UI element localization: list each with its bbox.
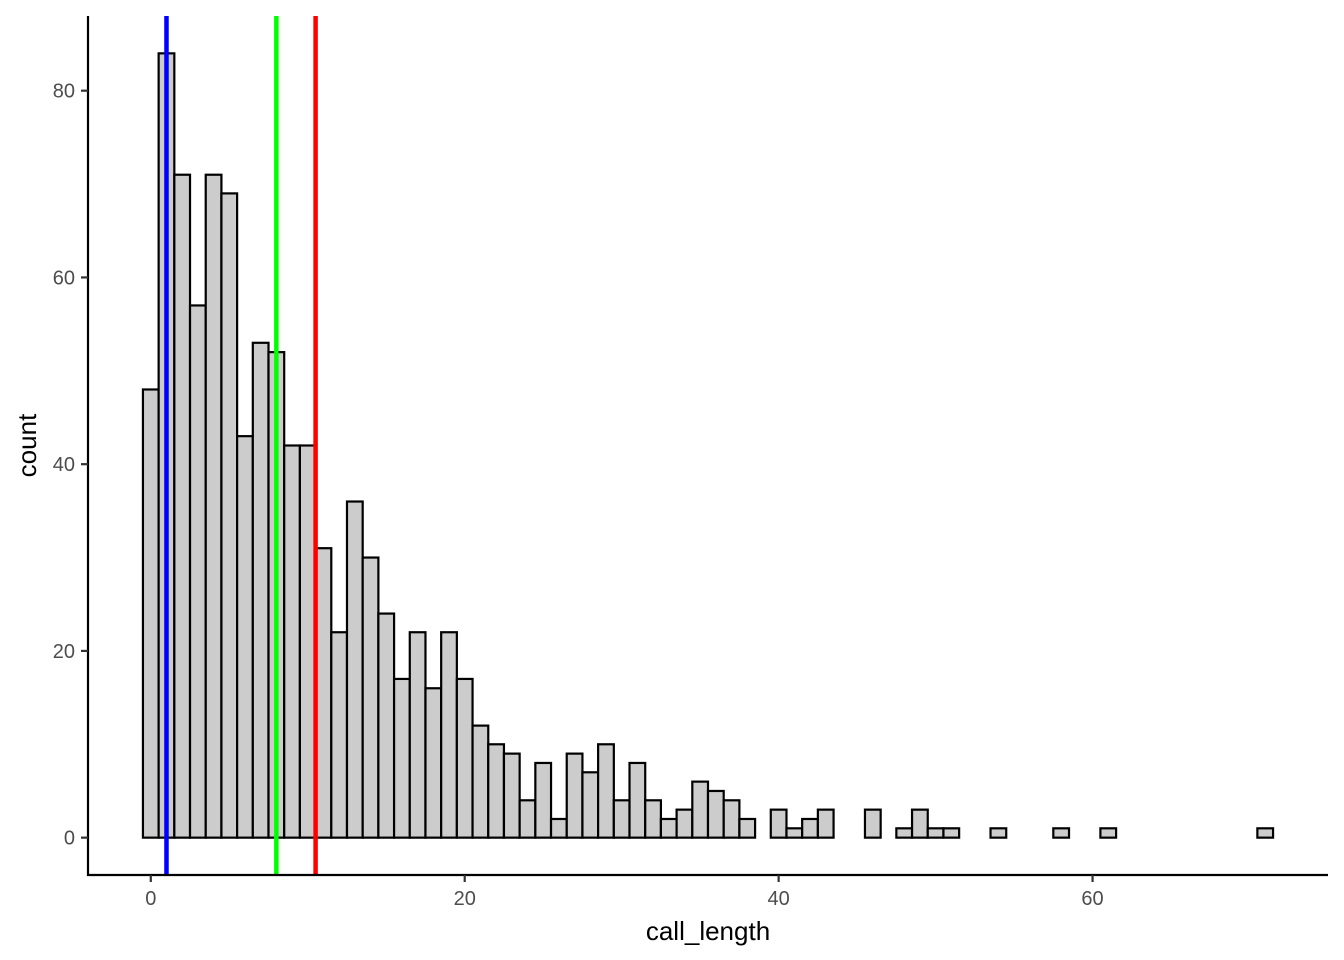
histogram-bar-0 <box>141 388 160 839</box>
histogram-bar-4 <box>204 173 223 839</box>
histogram-bar-10 <box>298 444 317 839</box>
y-tick-label-0: 0 <box>64 828 75 850</box>
histogram-bar-28 <box>581 771 600 839</box>
histogram-bar-33 <box>659 817 678 839</box>
y-tick-label-40: 40 <box>53 454 75 476</box>
histogram-bar-36 <box>706 789 725 839</box>
y-axis-ticks: 0 20 40 60 80 <box>53 81 88 850</box>
histogram-bar-48 <box>895 827 914 839</box>
histogram-bar-7 <box>251 341 270 839</box>
histogram-bar-20 <box>455 677 474 839</box>
histogram-bar-16 <box>392 677 411 839</box>
histogram-bar-22 <box>487 743 506 839</box>
histogram-bar-14 <box>361 556 380 839</box>
y-axis-title: count <box>12 413 42 477</box>
histogram-bar-31 <box>628 761 647 839</box>
histogram-bar-23 <box>502 752 521 839</box>
histogram-bar-27 <box>565 752 584 839</box>
histogram-bar-26 <box>549 817 568 839</box>
x-tick-label-40: 40 <box>768 888 790 910</box>
histogram-bar-46 <box>863 808 882 839</box>
histogram-bar-15 <box>377 612 396 839</box>
x-axis-ticks: 0 20 40 60 <box>145 875 1104 910</box>
histogram-bar-35 <box>691 780 710 839</box>
histogram-bar-49 <box>910 808 929 839</box>
histogram-bar-42 <box>801 817 819 839</box>
reference-lines <box>164 16 318 875</box>
x-tick-label-0: 0 <box>145 888 156 910</box>
histogram-bar-51 <box>942 827 961 839</box>
histogram-bar-58 <box>1052 827 1071 839</box>
histogram-bar-24 <box>518 799 537 839</box>
y-tick-label-60: 60 <box>53 267 75 289</box>
histogram-bars <box>141 52 1275 839</box>
histogram-bar-2 <box>173 173 192 839</box>
histogram-bar-9 <box>283 444 301 839</box>
histogram-bar-17 <box>408 631 427 839</box>
histogram-bar-11 <box>314 547 333 839</box>
y-tick-label-20: 20 <box>53 641 75 663</box>
histogram-bar-18 <box>424 687 443 839</box>
x-axis-title: call_length <box>646 916 770 946</box>
histogram-bar-61 <box>1099 827 1118 839</box>
histogram-bar-41 <box>785 827 804 839</box>
histogram-bar-38 <box>738 817 757 839</box>
x-tick-label-20: 20 <box>454 888 476 910</box>
histogram-bar-13 <box>345 500 364 839</box>
histogram-bar-5 <box>220 192 239 839</box>
histogram-bar-43 <box>816 808 835 839</box>
histogram-bar-29 <box>597 743 615 839</box>
histogram-bar-30 <box>612 799 631 839</box>
histogram-bar-50 <box>926 827 945 839</box>
histogram-bar-71 <box>1256 827 1275 839</box>
x-tick-label-60: 60 <box>1081 888 1103 910</box>
histogram-bar-37 <box>722 799 741 839</box>
histogram-bar-32 <box>644 799 663 839</box>
histogram-bar-54 <box>989 827 1008 839</box>
histogram-bar-19 <box>440 631 458 839</box>
histogram-bar-40 <box>769 808 788 839</box>
histogram-bar-3 <box>188 304 207 839</box>
histogram-bar-6 <box>236 435 254 839</box>
histogram-bar-12 <box>330 631 349 839</box>
histogram-bar-25 <box>534 761 553 839</box>
histogram-bar-34 <box>675 808 694 839</box>
y-tick-label-80: 80 <box>53 81 75 103</box>
histogram-bar-21 <box>471 724 490 839</box>
